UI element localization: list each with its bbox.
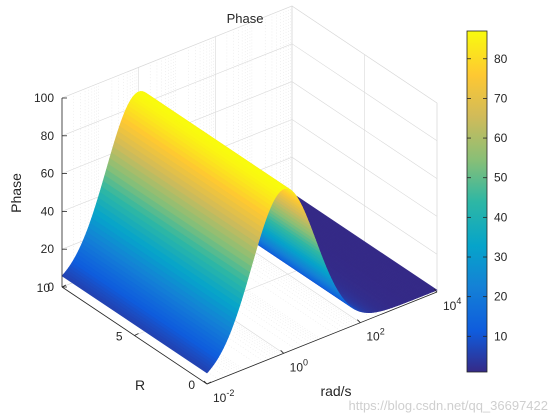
x-axis-line [206, 291, 438, 385]
x-tick-mark [433, 288, 438, 293]
x-tick-label: 10-2 [213, 388, 234, 405]
colorbar-tick-label: 60 [494, 131, 508, 145]
chart-title: Phase [227, 11, 264, 26]
x-tick-label: 102 [366, 327, 384, 344]
colorbar-tick-label: 70 [494, 91, 508, 105]
z-tick-label: 60 [41, 167, 55, 181]
x-axis-label: rad/s [320, 383, 351, 399]
z-tick-label: 20 [41, 242, 55, 256]
z-axis-label: Phase [8, 173, 24, 213]
phase-surface [61, 91, 438, 374]
colorbar-tick-label: 50 [494, 171, 508, 185]
z-tick-label: 80 [41, 129, 55, 143]
x-tick-label: 100 [290, 357, 308, 374]
z-tick-label: 0 [47, 280, 54, 294]
z-tick-label: 40 [41, 204, 55, 218]
colorbar-tick-label: 30 [494, 250, 508, 264]
colorbar-ramp [466, 30, 488, 373]
y-tick-label: 10 [37, 281, 51, 295]
axes-3d: 0 20 40 60 80 100 0 5 10 10-2 100 102 104 [34, 5, 461, 405]
axis-ticks: 0 20 40 60 80 100 0 5 10 10-2 100 102 104 [34, 91, 461, 405]
y-tick-mark [61, 284, 67, 288]
z-tick-label: 100 [34, 91, 54, 105]
y-tick-mark [206, 381, 212, 385]
colorbar-tick-label: 20 [494, 290, 508, 304]
colorbar-tick-label: 40 [494, 210, 508, 224]
x-tick-mark [357, 319, 361, 323]
y-tick-mark [134, 333, 139, 336]
colorbar-tick-label: 80 [494, 52, 508, 66]
surface-strip [61, 273, 210, 374]
watermark: https://blog.csdn.net/qq_36697422 [349, 398, 549, 413]
y-axis-label: R [135, 377, 145, 393]
x-tick-label: 104 [443, 296, 461, 313]
x-tick-mark [203, 380, 208, 385]
x-tick-mark [280, 350, 284, 354]
y-tick-label: 5 [116, 330, 123, 344]
colorbar: 10 20 30 40 50 60 70 80 [466, 30, 508, 373]
colorbar-ticks: 10 20 30 40 50 60 70 80 [467, 52, 508, 343]
colorbar-tick-label: 10 [494, 329, 508, 343]
y-tick-label: 0 [188, 378, 195, 392]
